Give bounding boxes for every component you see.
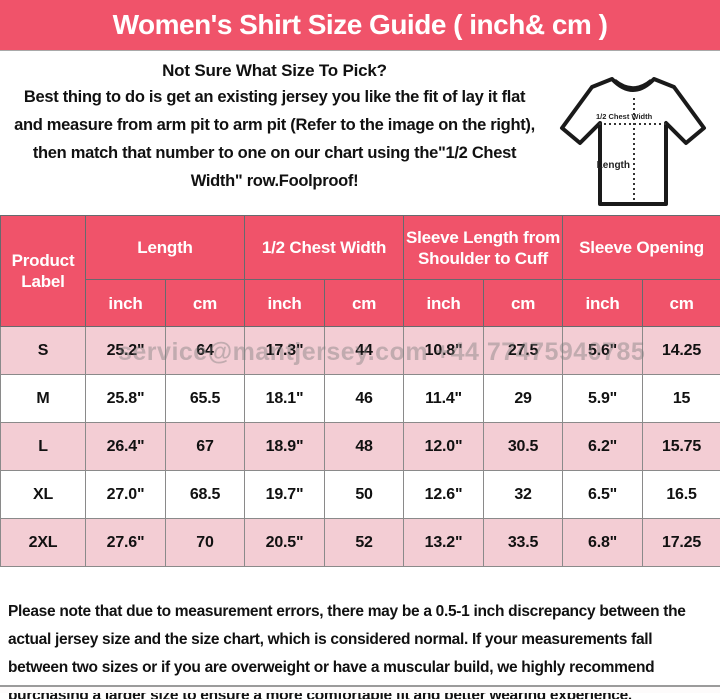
table-row: XL 27.0" 68.5 19.7" 50 12.6" 32 6.5" 16.… (0, 470, 720, 519)
size-label-cell: XL (0, 470, 86, 519)
value-cell: 14.25 (642, 326, 720, 375)
value-cell: 52 (324, 518, 405, 567)
value-cell: 67 (164, 422, 246, 471)
value-cell: 15.75 (642, 422, 720, 471)
unit-header: inch (85, 279, 166, 327)
table-row: L 26.4" 67 18.9" 48 12.0" 30.5 6.2" 15.7… (0, 422, 720, 471)
unit-header: cm (324, 279, 405, 327)
value-cell: 25.8" (85, 374, 166, 423)
col-group-sleeve-opening: Sleeve Opening (562, 215, 720, 280)
table-row: S 25.2" 64 17.3" 44 10.8" 27.5 5.6" 14.2… (0, 326, 720, 375)
bottom-divider (0, 685, 720, 693)
value-cell: 6.2" (562, 422, 644, 471)
size-table: Product Label Length 1/2 Chest Width Sle… (0, 215, 720, 567)
page-title: Women's Shirt Size Guide ( inch& cm ) (112, 9, 608, 40)
size-label-cell: 2XL (0, 518, 86, 567)
col-group-length: Length (84, 215, 246, 280)
col-header-product-label: Product Label (0, 215, 86, 327)
value-cell: 19.7" (244, 470, 326, 519)
value-cell: 12.6" (403, 470, 485, 519)
value-cell: 27.5 (483, 326, 564, 375)
value-cell: 18.9" (244, 422, 326, 471)
value-cell: 13.2" (403, 518, 485, 567)
value-cell: 16.5 (642, 470, 720, 519)
unit-header: inch (244, 279, 326, 327)
value-cell: 33.5 (483, 518, 564, 567)
value-cell: 26.4" (85, 422, 166, 471)
value-cell: 27.0" (85, 470, 166, 519)
chest-width-label: 1/2 Chest Width (596, 112, 653, 121)
value-cell: 29 (483, 374, 564, 423)
size-label-cell: L (0, 422, 86, 471)
unit-header: cm (642, 279, 720, 327)
value-cell: 32 (483, 470, 564, 519)
value-cell: 44 (324, 326, 405, 375)
value-cell: 10.8" (403, 326, 485, 375)
value-cell: 64 (164, 326, 246, 375)
value-cell: 17.25 (642, 518, 720, 567)
value-cell: 5.6" (562, 326, 644, 375)
title-bar: Women's Shirt Size Guide ( inch& cm ) (0, 0, 720, 51)
value-cell: 50 (324, 470, 405, 519)
shirt-diagram: 1/2 Chest Width Length (545, 51, 720, 215)
intro-body: Best thing to do is get an existing jers… (14, 88, 535, 190)
value-cell: 46 (324, 374, 405, 423)
footer-note: Please note that due to measurement erro… (8, 602, 686, 699)
value-cell: 11.4" (403, 374, 485, 423)
value-cell: 25.2" (85, 326, 166, 375)
intro-heading: Not Sure What Size To Pick? (162, 61, 387, 80)
value-cell: 15 (642, 374, 720, 423)
value-cell: 12.0" (403, 422, 485, 471)
table-row: 2XL 27.6" 70 20.5" 52 13.2" 33.5 6.8" 17… (0, 518, 720, 567)
unit-header: inch (403, 279, 485, 327)
intro-section: Not Sure What Size To Pick? Best thing t… (0, 51, 720, 215)
value-cell: 6.5" (562, 470, 644, 519)
value-cell: 27.6" (85, 518, 166, 567)
tshirt-measurement-icon: 1/2 Chest Width Length (559, 77, 706, 206)
value-cell: 65.5 (164, 374, 246, 423)
value-cell: 68.5 (164, 470, 246, 519)
length-label: Length (596, 160, 629, 171)
table-row: M 25.8" 65.5 18.1" 46 11.4" 29 5.9" 15 (0, 374, 720, 423)
value-cell: 48 (324, 422, 405, 471)
value-cell: 70 (164, 518, 246, 567)
unit-header: cm (483, 279, 564, 327)
unit-header: cm (164, 279, 246, 327)
value-cell: 6.8" (562, 518, 644, 567)
unit-header: inch (562, 279, 644, 327)
col-group-chest-width: 1/2 Chest Width (244, 215, 405, 280)
value-cell: 30.5 (483, 422, 564, 471)
value-cell: 17.3" (244, 326, 326, 375)
value-cell: 20.5" (244, 518, 326, 567)
size-label-cell: M (0, 374, 86, 423)
value-cell: 5.9" (562, 374, 644, 423)
col-group-sleeve-length: Sleeve Length from Shoulder to Cuff (403, 215, 564, 280)
value-cell: 18.1" (244, 374, 326, 423)
intro-text-block: Not Sure What Size To Pick? Best thing t… (0, 51, 545, 215)
size-label-cell: S (0, 326, 86, 375)
